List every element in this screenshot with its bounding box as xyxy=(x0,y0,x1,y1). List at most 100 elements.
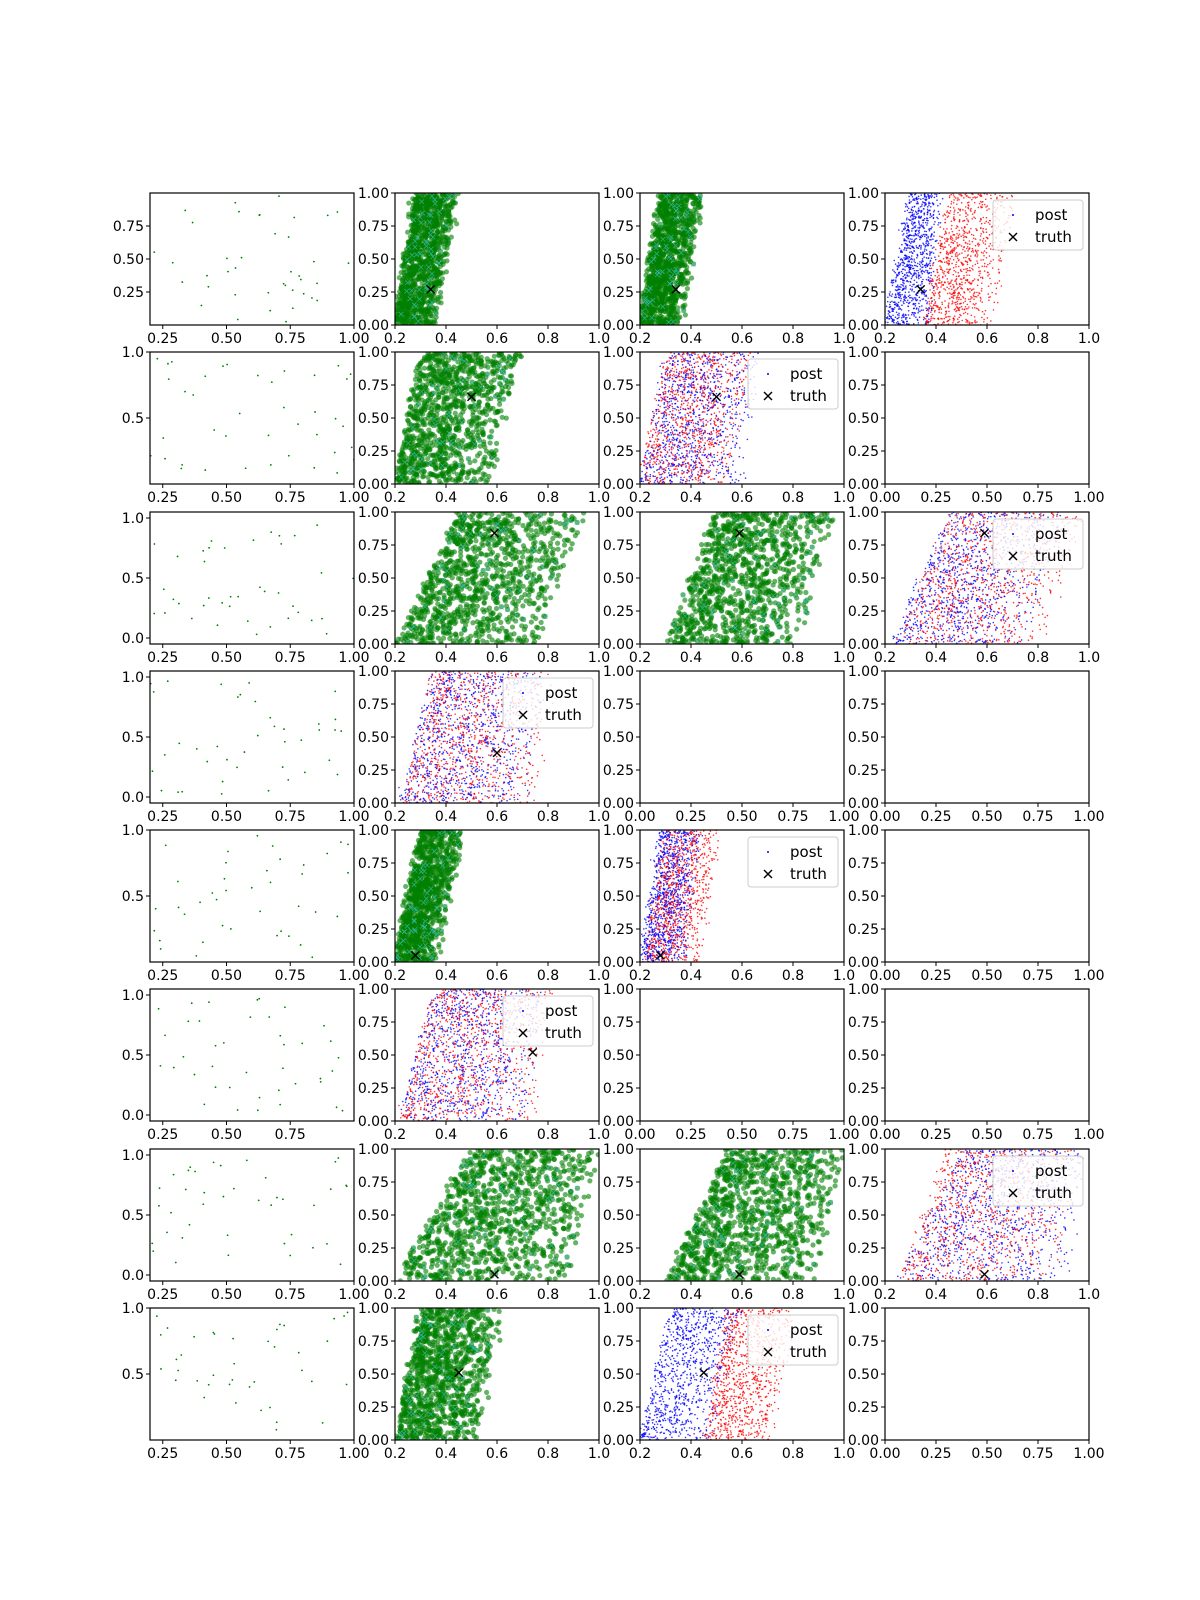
posterior-point xyxy=(947,215,950,217)
y-tick-label: 0.50 xyxy=(603,252,634,268)
posterior-point xyxy=(911,238,913,241)
posterior-point xyxy=(983,262,986,265)
posterior-point xyxy=(897,317,899,320)
posterior-point xyxy=(962,236,965,239)
posterior-point xyxy=(960,298,962,301)
posterior-point xyxy=(907,271,909,274)
posterior-point xyxy=(930,302,933,304)
posterior-point xyxy=(984,243,987,245)
posterior-point xyxy=(666,203,672,209)
posterior-point xyxy=(898,314,900,316)
posterior-point xyxy=(439,213,445,219)
posterior-point xyxy=(478,465,484,471)
posterior-point xyxy=(955,296,958,299)
posterior-point xyxy=(976,255,978,258)
posterior-point xyxy=(424,206,430,212)
posterior-point xyxy=(932,270,935,273)
posterior-point xyxy=(948,302,950,304)
posterior-point xyxy=(927,312,930,315)
posterior-point xyxy=(918,209,920,211)
prior-marker: × xyxy=(437,247,445,257)
posterior-point xyxy=(967,207,970,210)
posterior-point xyxy=(920,270,923,273)
posterior-point xyxy=(917,216,920,219)
posterior-point xyxy=(962,234,964,237)
posterior-point xyxy=(472,458,478,464)
posterior-point xyxy=(903,222,905,225)
prior-marker: × xyxy=(424,238,432,248)
posterior-point xyxy=(440,436,447,442)
posterior-point xyxy=(989,262,991,265)
prior-marker: × xyxy=(667,235,675,245)
posterior-point xyxy=(950,220,953,223)
prior-marker: × xyxy=(408,287,416,297)
posterior-point xyxy=(927,322,930,324)
posterior-point xyxy=(918,244,921,247)
posterior-point xyxy=(946,271,949,274)
posterior-point xyxy=(429,313,435,319)
posterior-point xyxy=(921,292,923,295)
posterior-point xyxy=(911,230,913,232)
posterior-point xyxy=(909,288,912,290)
prior-marker: × xyxy=(668,200,676,210)
posterior-point xyxy=(901,279,904,282)
posterior-point xyxy=(897,286,900,288)
sample-point xyxy=(234,293,237,296)
posterior-point xyxy=(964,193,967,196)
posterior-point xyxy=(446,238,452,244)
posterior-point xyxy=(913,222,915,225)
posterior-point xyxy=(979,227,982,230)
posterior-point xyxy=(395,303,402,309)
posterior-point xyxy=(404,264,410,270)
posterior-point xyxy=(990,260,992,263)
posterior-point xyxy=(898,291,901,294)
posterior-point xyxy=(895,296,897,299)
posterior-point xyxy=(953,315,956,317)
posterior-point xyxy=(425,300,431,306)
posterior-point xyxy=(902,275,905,278)
prior-marker: × xyxy=(446,192,454,202)
truth-marker xyxy=(916,284,926,294)
posterior-point xyxy=(657,221,663,227)
posterior-point xyxy=(925,269,927,272)
posterior-point xyxy=(967,196,970,199)
posterior-point xyxy=(957,271,960,274)
posterior-point xyxy=(953,211,956,213)
posterior-point xyxy=(959,294,962,296)
sample-point xyxy=(293,216,296,219)
posterior-point xyxy=(889,294,891,297)
posterior-point xyxy=(920,291,923,293)
posterior-point xyxy=(976,321,978,323)
posterior-point xyxy=(983,270,986,272)
posterior-point xyxy=(951,279,953,281)
posterior-point xyxy=(506,390,512,396)
posterior-point xyxy=(964,305,967,308)
x-tick-label: 1.00 xyxy=(338,331,369,347)
posterior-point xyxy=(901,230,904,232)
posterior-point xyxy=(684,286,691,292)
posterior-point xyxy=(907,295,910,298)
posterior-point xyxy=(956,257,959,260)
posterior-point xyxy=(976,260,978,262)
posterior-point xyxy=(981,203,984,206)
posterior-point xyxy=(952,258,955,261)
posterior-point xyxy=(404,311,410,317)
subplot-r0-c3: 0.2 0.4 0.6 0.8 1.00.000.250.500.751.00postt… xyxy=(848,186,1100,347)
posterior-point xyxy=(919,224,921,227)
posterior-point xyxy=(928,307,931,310)
posterior-point xyxy=(990,320,992,322)
posterior-point xyxy=(932,317,934,319)
posterior-point xyxy=(927,242,930,245)
posterior-point xyxy=(914,297,917,299)
posterior-point xyxy=(965,215,967,218)
posterior-point xyxy=(654,290,660,296)
posterior-point xyxy=(930,307,933,310)
posterior-point xyxy=(963,197,965,199)
posterior-point xyxy=(963,246,965,248)
posterior-point xyxy=(954,271,957,273)
posterior-point xyxy=(934,304,937,307)
posterior-point xyxy=(964,300,967,303)
posterior-point xyxy=(907,264,910,267)
posterior-point xyxy=(906,299,909,302)
